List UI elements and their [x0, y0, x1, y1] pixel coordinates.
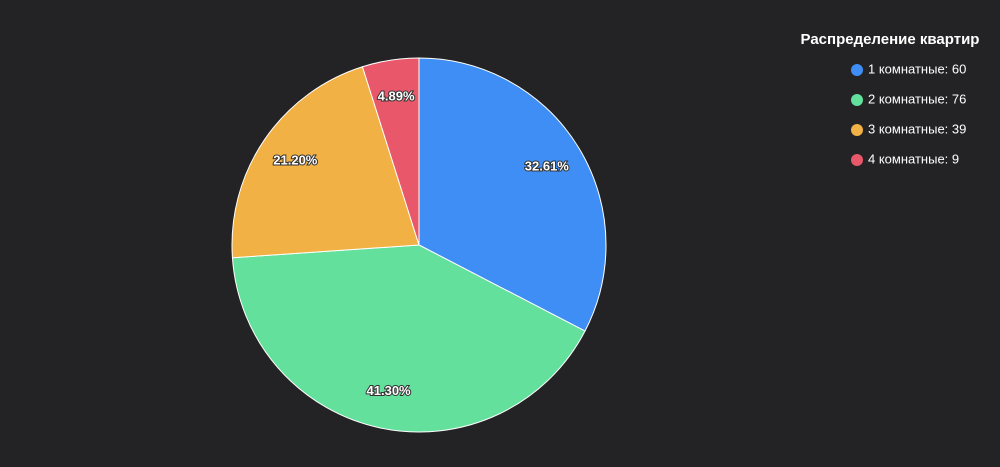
legend-marker[interactable] [851, 64, 863, 76]
data-label: 4.89% [378, 89, 415, 104]
data-label: 21.20% [273, 152, 318, 167]
pie-slice[interactable] [231, 244, 586, 433]
legend-label[interactable]: 2 комнатные: 76 [868, 91, 966, 106]
legend-marker[interactable] [851, 124, 863, 136]
legend-marker[interactable] [851, 154, 863, 166]
pie-slice[interactable] [361, 57, 420, 246]
data-label: 32.61% [525, 159, 570, 174]
legend-label[interactable]: 1 комнатные: 60 [868, 61, 966, 76]
pie-slice[interactable] [418, 57, 607, 332]
pie-slice[interactable] [231, 66, 420, 259]
legend-label[interactable]: 3 комнатные: 39 [868, 121, 966, 136]
legend-title: Распределение квартир [801, 31, 980, 48]
legend-label[interactable]: 4 комнатные: 9 [868, 151, 959, 166]
legend-marker[interactable] [851, 94, 863, 106]
data-label: 41.30% [367, 383, 412, 398]
